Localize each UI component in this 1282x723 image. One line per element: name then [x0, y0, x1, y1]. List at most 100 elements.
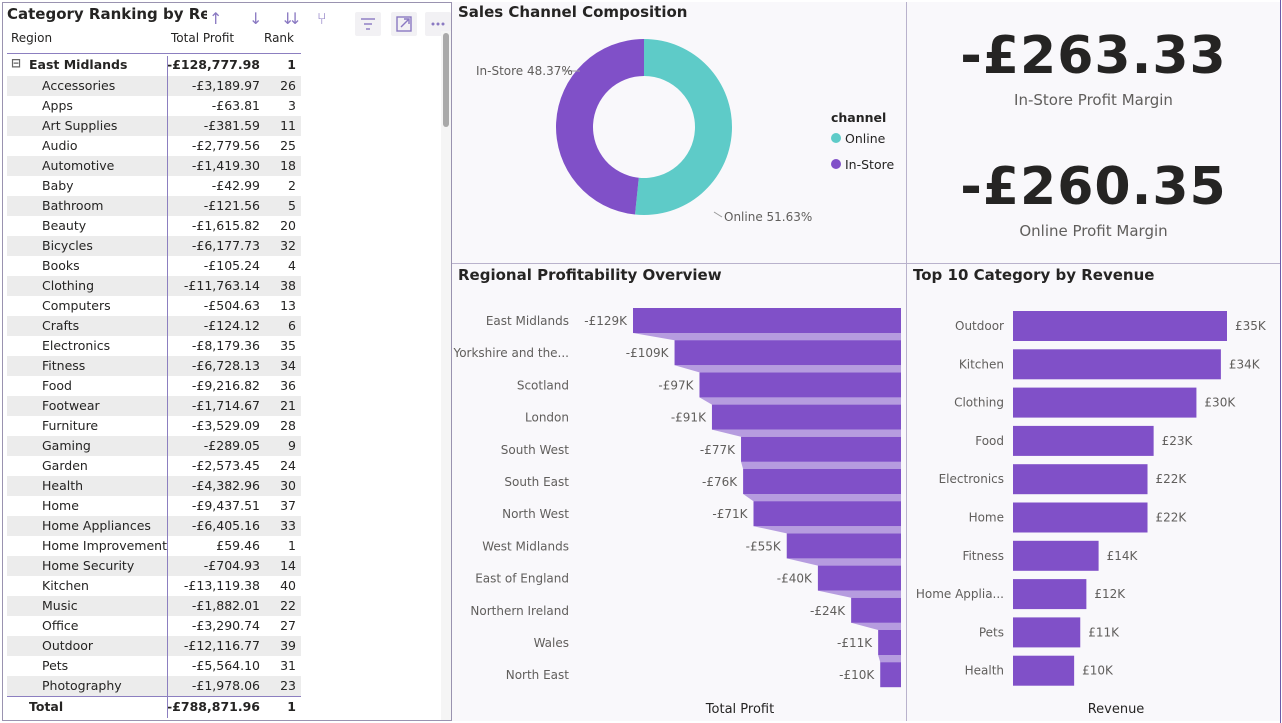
collapse-icon[interactable]: ⊟	[11, 56, 22, 70]
category-bar	[1013, 311, 1227, 341]
row-profit: -£289.05	[203, 438, 260, 453]
column-header-rank[interactable]: Rank	[264, 31, 294, 45]
table-row[interactable]: Music -£1,882.01 22	[7, 596, 301, 616]
table-row[interactable]: Office -£3,290.74 27	[7, 616, 301, 636]
instore-profit-margin-value: -£263.33	[960, 26, 1227, 86]
table-row[interactable]: Books -£105.24 4	[7, 256, 301, 276]
row-profit: £59.46	[216, 538, 260, 553]
category-bar	[1013, 464, 1148, 495]
row-profit: -£1,419.30	[191, 158, 260, 173]
table-row[interactable]: Garden -£2,573.45 24	[7, 456, 301, 476]
focus-mode-button[interactable]	[391, 12, 417, 36]
row-label: Outdoor	[42, 638, 94, 653]
row-label: Beauty	[42, 218, 87, 233]
top-category-revenue-chart[interactable]: Top 10 Category by Revenue £35K Outdoor £3…	[907, 264, 1280, 721]
row-rank: 26	[280, 78, 296, 93]
row-profit: -£704.93	[203, 558, 260, 573]
table-row[interactable]: Art Supplies -£381.59 11	[7, 116, 301, 136]
table-row[interactable]: Home Security -£704.93 14	[7, 556, 301, 576]
legend-title: channel	[831, 110, 886, 125]
arrow-down-icon[interactable]: ↓	[249, 9, 263, 28]
table-row[interactable]: Outdoor -£12,116.77 39	[7, 636, 301, 656]
row-profit: -£12,116.77	[183, 638, 260, 653]
region-data-label: -£91K	[671, 411, 707, 425]
category-ranking-matrix[interactable]: Category Ranking by Regio ↑ ↓ ↓↓ ⑂ Regi	[2, 2, 452, 721]
column-header-region[interactable]: Region	[11, 31, 53, 45]
table-row[interactable]: Apps -£63.81 3	[7, 96, 301, 116]
group-label: East Midlands	[29, 57, 128, 72]
filter-button[interactable]	[355, 12, 381, 36]
category-label: Health	[965, 664, 1004, 678]
table-row[interactable]: Accessories -£3,189.97 26	[7, 76, 301, 96]
table-row[interactable]: Gaming -£289.05 9	[7, 436, 301, 456]
row-rank: 1	[288, 538, 296, 553]
table-row[interactable]: Footwear -£1,714.67 21	[7, 396, 301, 416]
table-row[interactable]: Audio -£2,779.56 25	[7, 136, 301, 156]
online-profit-margin-value: -£260.35	[960, 157, 1227, 217]
category-data-label: £14K	[1107, 549, 1139, 563]
row-profit: -£9,216.82	[191, 378, 260, 393]
row-rank: 34	[280, 358, 296, 373]
table-row[interactable]: Furniture -£3,529.09 28	[7, 416, 301, 436]
table-row[interactable]: Electronics -£8,179.36 35	[7, 336, 301, 356]
table-row[interactable]: Baby -£42.99 2	[7, 176, 301, 196]
group-profit: -£128,777.98	[167, 57, 260, 72]
table-row[interactable]: Computers -£504.63 13	[7, 296, 301, 316]
fork-icon[interactable]: ⑂	[317, 9, 327, 28]
regional-x-axis-label: Total Profit	[705, 702, 774, 717]
category-bar	[1013, 425, 1154, 456]
row-label: Health	[42, 478, 84, 493]
row-profit: -£121.56	[203, 198, 260, 213]
scrollbar-thumb[interactable]	[443, 33, 449, 127]
row-profit: -£42.99	[211, 178, 260, 193]
top-category-revenue-panel[interactable]: Top 10 Category by Revenue £35K Outdoor £3…	[907, 264, 1280, 721]
row-label: Art Supplies	[42, 118, 118, 133]
table-row[interactable]: Home -£9,437.51 37	[7, 496, 301, 516]
table-row[interactable]: Home Improvement £59.46 1	[7, 536, 301, 556]
row-rank: 30	[280, 478, 296, 493]
table-row[interactable]: Kitchen -£13,119.38 40	[7, 576, 301, 596]
table-row[interactable]: Home Appliances -£6,405.16 33	[7, 516, 301, 536]
sales-channel-panel[interactable]: Sales Channel Composition In-Store 48.37…	[452, 2, 906, 263]
donut-chart[interactable]: In-Store 48.37% Online 51.63% channel On…	[452, 2, 906, 263]
group-row-east-midlands[interactable]: ⊟ East Midlands -£128,777.98 1	[7, 55, 301, 75]
category-data-label: £23K	[1162, 434, 1194, 448]
table-row[interactable]: Crafts -£124.12 6	[7, 316, 301, 336]
row-label: Accessories	[42, 78, 116, 93]
kpi-panel: -£263.33 In-Store Profit Margin -£260.35…	[907, 2, 1280, 263]
total-row: Total -£788,871.96 1	[7, 697, 301, 717]
legend-instore-label: In-Store	[845, 157, 894, 172]
table-row[interactable]: Health -£4,382.96 30	[7, 476, 301, 496]
table-row[interactable]: Bicycles -£6,177.73 32	[7, 236, 301, 256]
scrollbar-track[interactable]	[441, 31, 451, 720]
row-profit: -£3,290.74	[191, 618, 260, 633]
row-profit: -£2,573.45	[191, 458, 260, 473]
row-rank: 13	[280, 298, 296, 313]
row-profit: -£8,179.36	[191, 338, 260, 353]
table-row[interactable]: Bathroom -£121.56 5	[7, 196, 301, 216]
region-category-label: East of England	[475, 572, 569, 586]
header-divider	[7, 53, 301, 54]
row-label: Home Security	[42, 558, 135, 573]
row-label: Photography	[42, 678, 122, 693]
category-label: Fitness	[962, 549, 1004, 563]
table-row[interactable]: Food -£9,216.82 36	[7, 376, 301, 396]
category-bar	[1013, 349, 1221, 380]
category-label: Kitchen	[959, 357, 1004, 371]
column-header-total-profit[interactable]: Total Profit	[171, 31, 235, 45]
double-arrow-down-icon[interactable]: ↓↓	[281, 9, 302, 28]
arrow-up-icon[interactable]: ↑	[209, 9, 223, 28]
region-data-label: -£11K	[837, 636, 873, 650]
region-bar	[878, 630, 901, 655]
table-row[interactable]: Beauty -£1,615.82 20	[7, 216, 301, 236]
table-row[interactable]: Pets -£5,564.10 31	[7, 656, 301, 676]
regional-profitability-chart[interactable]: Regional Profitability Overview -£129K Ea…	[452, 264, 906, 721]
table-row[interactable]: Clothing -£11,763.14 38	[7, 276, 301, 296]
table-row[interactable]: Photography -£1,978.06 23	[7, 676, 301, 696]
table-row[interactable]: Fitness -£6,728.13 34	[7, 356, 301, 376]
region-data-label: -£77K	[700, 443, 736, 457]
row-label: Office	[42, 618, 79, 633]
table-row[interactable]: Automotive -£1,419.30 18	[7, 156, 301, 176]
row-rank: 31	[280, 658, 296, 673]
regional-profitability-panel[interactable]: Regional Profitability Overview -£129K Ea…	[452, 264, 906, 721]
